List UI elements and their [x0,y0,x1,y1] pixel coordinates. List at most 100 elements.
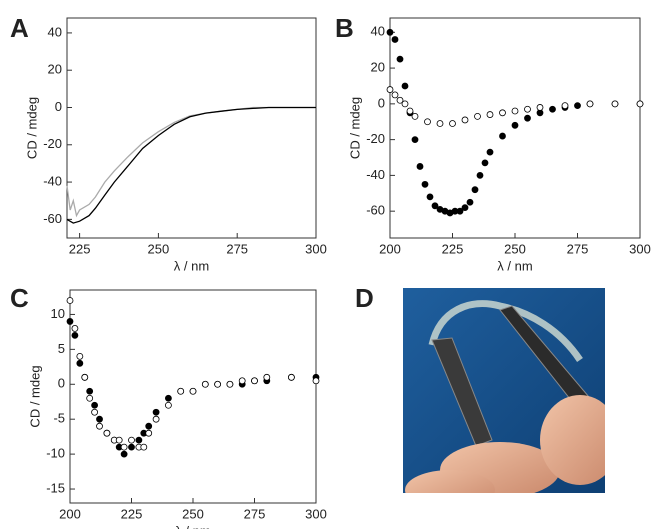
data-point [549,105,556,113]
data-point [511,107,519,115]
data-point [71,331,79,339]
data-point [461,204,469,211]
data-point [424,118,431,126]
data-point [201,380,209,388]
y-tick-label: 40 [371,24,385,39]
data-point [416,163,424,170]
data-point [396,96,404,104]
x-tick-label: 225 [121,506,143,521]
data-point [91,408,98,416]
data-point [120,443,128,451]
data-point [263,373,271,381]
data-point [135,436,143,444]
photo [403,288,605,493]
x-tick-label: 250 [182,506,204,521]
y-tick-label: 20 [371,60,385,75]
panel-label: A [10,13,29,43]
data-point [401,100,409,108]
y-tick-label: -5 [53,411,65,426]
y-tick-label: 20 [48,62,62,77]
data-point [474,112,481,120]
data-point [499,109,506,117]
data-point [145,422,153,430]
gel-strand [428,300,583,362]
y-axis-label: CD / mdeg [24,97,39,159]
y-tick-label: -20 [43,136,62,151]
x-tick-label: 250 [148,241,170,256]
data-point [128,443,135,451]
data-point [471,186,479,194]
y-tick-label: 40 [48,24,62,39]
data-point [189,387,197,395]
y-axis-label: CD / mdeg [27,365,42,427]
data-point [96,415,103,423]
x-axis-label: λ / nm [497,258,532,273]
plot-frame [66,17,317,239]
tweezer-left [431,337,493,447]
data-point [586,100,594,108]
data-point [421,180,429,188]
data-point [431,202,439,210]
y-tick-label: -60 [43,211,62,226]
data-point [386,28,394,36]
y-tick-label: 0 [58,376,65,391]
x-tick-label: 300 [305,241,327,256]
y-tick-label: 0 [378,95,385,110]
data-line [66,106,316,224]
data-point [177,387,185,395]
data-point [406,107,414,115]
panel-label: B [335,13,354,43]
y-tick-label: -20 [366,131,385,146]
data-point [140,443,148,451]
data-point [115,436,123,444]
data-point [214,380,222,388]
x-tick-label: 300 [305,506,327,521]
data-point [611,100,619,108]
data-point [164,401,172,409]
data-point [76,352,84,360]
data-point [86,394,94,402]
data-point [461,116,469,124]
y-tick-label: 0 [55,99,62,114]
data-point [120,450,128,458]
data-point [81,373,89,381]
data-point [499,132,506,140]
data-point [636,100,644,108]
x-axis-label: λ / nm [174,258,209,273]
data-point [386,86,394,93]
panel-label: C [10,283,29,313]
finger [540,395,605,485]
data-point [391,36,399,43]
x-tick-label: 250 [504,241,526,256]
data-point [287,373,295,381]
y-tick-label: 10 [51,306,65,321]
data-point [103,429,111,437]
data-point [536,104,544,111]
x-tick-label: 275 [567,241,589,256]
data-point [411,136,419,144]
data-point [486,111,494,118]
data-point [251,377,258,385]
data-point [66,297,74,304]
data-point [152,415,160,423]
x-tick-label: 225 [442,241,464,256]
data-point [476,171,484,179]
data-point [66,318,74,325]
data-point [426,193,434,201]
data-point [561,102,569,110]
y-tick-label: 5 [58,341,65,356]
data-point [152,408,160,416]
data-point [96,422,103,430]
data-point [164,394,172,402]
finger [405,470,495,493]
data-point [411,112,419,120]
data-point [391,91,399,99]
y-tick-label: -10 [46,446,65,461]
data-point [76,359,84,367]
data-point [238,377,246,385]
data-point [226,380,234,388]
data-point [466,198,474,206]
data-point [574,102,581,110]
